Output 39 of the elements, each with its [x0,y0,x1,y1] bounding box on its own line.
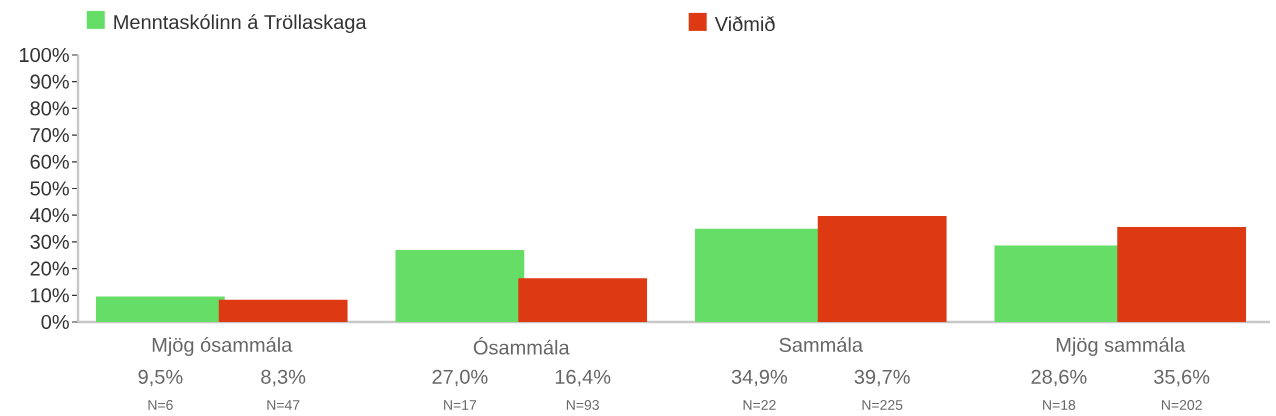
data-label: 35,6% [1154,369,1210,387]
y-tick-label: 70% [30,128,69,143]
bar [518,278,648,322]
bar [817,215,947,322]
data-label: 28,6% [1031,369,1087,387]
text: N=47 [267,400,300,410]
text: N=18 [1043,400,1076,410]
bar [218,299,348,322]
text: N=6 [148,400,173,410]
y-tick-label: 20% [30,261,69,276]
y-tick-label: 90% [30,74,69,89]
y-tick-label: 60% [30,154,69,169]
y-tick-label: 30% [30,234,69,249]
x-tick-label: Mjög sammála [1056,337,1186,356]
data-label: 39,7% [854,369,910,387]
bar [95,296,225,322]
y-tick-label: 50% [30,181,69,196]
x-tick-label: Mjög ósammála [152,337,293,356]
bar [1117,226,1247,322]
legend-label: Menntaskólinn á Tröllaskaga [114,14,367,34]
text: N=17 [444,400,477,410]
y-tick-label: 80% [30,101,69,116]
x-tick-label: Ósammála [473,337,570,355]
text: N=93 [566,400,599,410]
y-tick-label: 100% [19,47,69,63]
bar [395,249,525,322]
y-tick-label: 0% [41,314,69,330]
data-label: 27,0% [432,369,488,387]
x-tick-label: Sammála [779,337,863,352]
data-label: 16,4% [555,369,611,387]
data-label: 8,3% [261,369,306,387]
text: N=202 [1161,400,1202,410]
y-tick-label: 10% [31,288,69,303]
y-tick-label: 40% [30,208,69,223]
data-label: 9,5% [138,369,183,387]
data-label: 34,9% [731,369,788,387]
legend-label: Viðmið [714,16,775,32]
text: N=22 [743,400,776,410]
text: N=225 [862,400,903,410]
